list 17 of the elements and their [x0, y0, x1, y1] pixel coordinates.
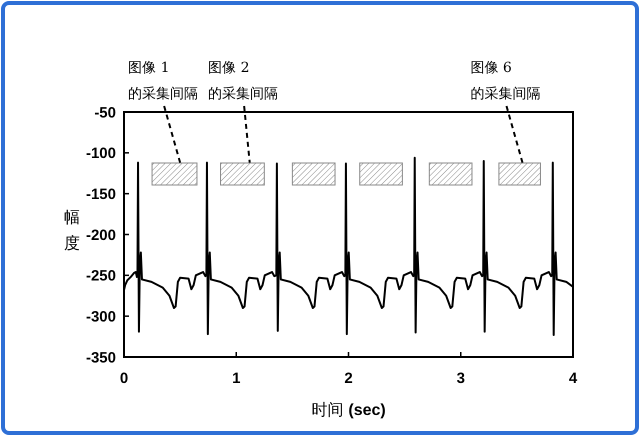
- annotation: 图像 1 的采集间隔: [128, 60, 198, 102]
- x-tick-label: 1: [232, 370, 240, 387]
- y-tick-label: -100: [86, 145, 116, 162]
- y-tick-label: -200: [86, 226, 116, 244]
- y-tick-label: -50: [94, 104, 116, 122]
- x-tick-label: 2: [344, 370, 353, 387]
- y-tick-label: -250: [86, 268, 116, 285]
- y-axis-title: 幅度: [64, 208, 80, 252]
- annotation: 图像 6 的采集间隔: [470, 60, 540, 102]
- annotation: 图像 2 的采集间隔: [208, 60, 278, 102]
- y-tick-label: -150: [86, 186, 116, 203]
- x-tick-label: 3: [456, 370, 465, 387]
- x-tick-label: 4: [568, 370, 578, 387]
- y-tick-label: -300: [86, 308, 116, 326]
- x-tick-label: 0: [120, 370, 128, 387]
- y-tick-label: -350: [86, 349, 116, 366]
- x-axis-title: 时间 (sec): [311, 400, 386, 419]
